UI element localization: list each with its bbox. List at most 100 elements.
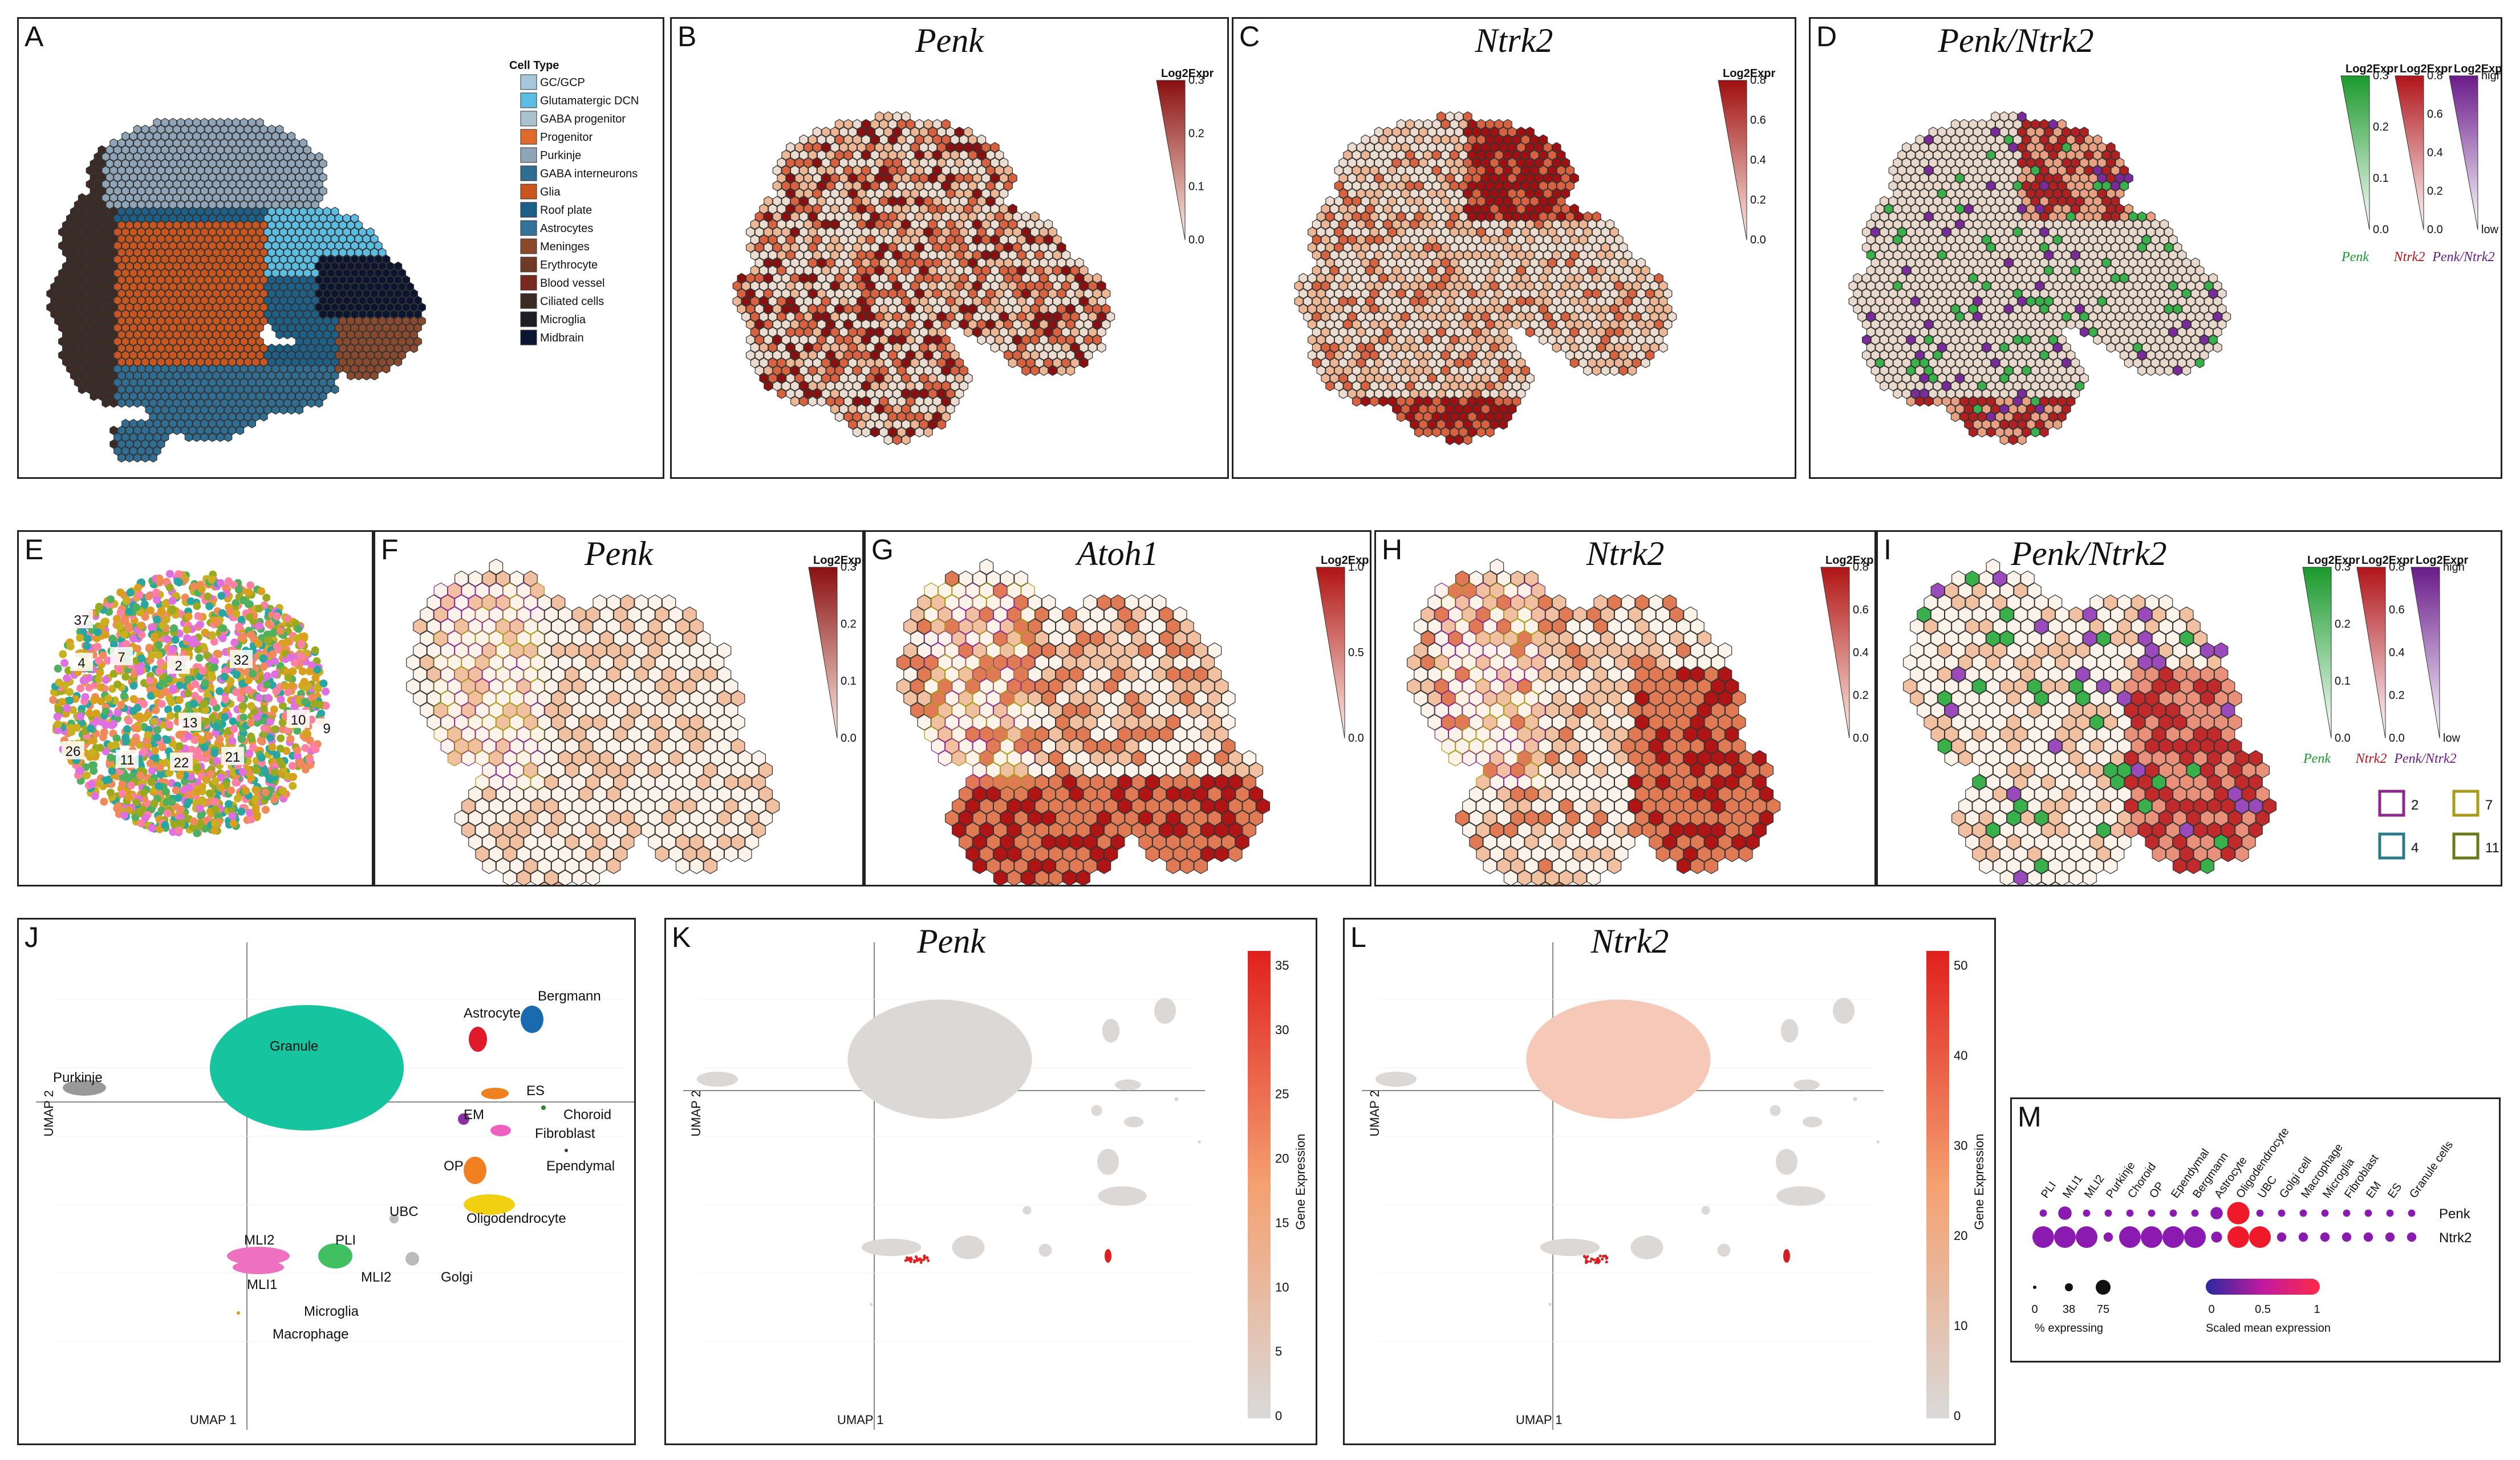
hex-spot (184, 295, 193, 306)
hex-spot (267, 234, 276, 244)
hex-spot (275, 247, 284, 258)
hex-spot (857, 188, 866, 199)
hex-spot (963, 250, 973, 261)
hex-spot (839, 373, 849, 384)
hex-spot (1414, 334, 1423, 345)
hex-spot (1995, 226, 2004, 238)
hex-spot (1418, 327, 1428, 337)
hex-spot (1650, 311, 1659, 322)
hex-spot (963, 373, 973, 384)
hex-spot (263, 213, 272, 223)
hex-spot (1870, 226, 1880, 238)
hex-spot (1982, 250, 1991, 261)
hex-spot (204, 412, 213, 422)
hex-spot (1440, 319, 1450, 330)
hex-spot (812, 188, 822, 199)
hex-spot (1079, 280, 1089, 291)
hex-spot (1588, 234, 1597, 245)
hex-spot (133, 138, 141, 148)
hex-spot (1396, 349, 1406, 361)
hex-spot (2208, 303, 2218, 315)
hex-spot (157, 247, 165, 258)
hex-spot (267, 398, 276, 408)
hex-spot (125, 261, 134, 271)
hex-spot (2039, 134, 2049, 145)
hex-spot (945, 311, 955, 322)
hex-spot (1392, 142, 1401, 153)
hex-spot (866, 173, 875, 184)
hex-spot (919, 127, 928, 137)
hex-spot (843, 288, 853, 299)
hex-spot (1588, 219, 1597, 230)
hex-spot (830, 296, 839, 307)
hex-spot (1645, 334, 1655, 345)
hex-spot (346, 288, 355, 299)
hex-spot (2053, 311, 2063, 322)
hex-spot (1308, 226, 1317, 238)
hex-spot (1361, 257, 1370, 269)
hex-spot (180, 288, 189, 299)
hex-spot (244, 371, 252, 381)
hex-spot (2120, 226, 2129, 238)
hex-spot (2071, 173, 2080, 184)
hex-spot (955, 296, 964, 307)
hex-spot (950, 319, 960, 330)
hex-spot (1982, 173, 1991, 184)
hex-spot (1436, 280, 1446, 291)
hex-spot (90, 282, 98, 292)
hex-spot (906, 426, 915, 438)
hex-spot (2048, 288, 2058, 299)
hex-spot (950, 396, 960, 407)
hex-spot (2168, 234, 2178, 245)
hex-spot (1423, 319, 1433, 330)
hex-spot (117, 302, 126, 312)
hex-spot (1592, 288, 1601, 299)
hex-spot (1525, 296, 1535, 307)
hex-spot (204, 261, 213, 271)
hex-spot (113, 323, 122, 333)
hex-spot (754, 273, 764, 284)
hex-spot (2066, 134, 2076, 145)
hex-spot (307, 288, 315, 299)
hex-spot (2128, 319, 2138, 330)
hex-spot (307, 179, 315, 189)
hex-spot (1088, 311, 1098, 322)
hex-spot (1097, 280, 1106, 291)
hex-spot (2208, 273, 2218, 284)
hex-spot (82, 200, 90, 210)
hex-spot (374, 323, 383, 333)
hex-spot (963, 173, 973, 184)
hex-spot (1556, 334, 1566, 345)
hex-spot (1503, 257, 1512, 269)
hex-spot (216, 254, 225, 265)
hex-spot (959, 149, 968, 161)
hex-spot (950, 226, 960, 238)
hex-spot (307, 343, 315, 353)
hex-spot (2115, 296, 2125, 307)
hex-spot (220, 343, 229, 353)
hex-spot (1503, 319, 1512, 330)
hex-spot (2133, 265, 2142, 276)
hex-spot (1920, 188, 1929, 199)
hex-spot (1008, 357, 1017, 368)
hex-spot (1933, 211, 1942, 222)
hex-spot (2066, 211, 2076, 222)
hex-spot (2093, 288, 2103, 299)
hex-spot (137, 391, 145, 401)
hex-spot (955, 142, 964, 153)
hex-spot (86, 384, 94, 395)
hex-spot (1499, 404, 1508, 414)
hex-spot (70, 343, 79, 353)
hex-spot (319, 158, 327, 169)
hex-spot (1933, 180, 1942, 192)
hex-spot (66, 350, 75, 360)
hex-spot (937, 342, 947, 353)
hex-spot (1463, 280, 1472, 291)
hex-spot (2004, 303, 2014, 315)
hex-spot (2071, 265, 2080, 276)
hex-spot (157, 398, 165, 408)
hex-spot (327, 282, 335, 292)
hex-spot (919, 265, 928, 276)
hex-spot (945, 388, 955, 399)
hex-spot (1521, 196, 1530, 207)
